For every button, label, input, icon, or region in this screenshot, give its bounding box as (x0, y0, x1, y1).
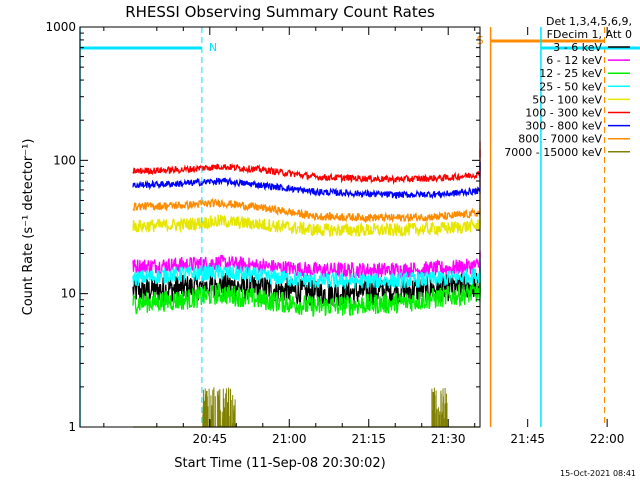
flag-n-label: N (209, 41, 217, 54)
legend-entry-label: 300 - 800 keV (525, 120, 602, 133)
series-line-2-segment-1 (132, 274, 481, 317)
series-line-3-segment-1 (132, 258, 481, 290)
axis-ticks: 20:45 21:00 21:15 21:30 21:45 22:00 1 10 100 1000 (45, 20, 624, 446)
x-tick-label: 21:15 (351, 432, 386, 446)
legend-header-line: FDecim 1, Att 0 (547, 28, 632, 41)
flag-markers: NS (79, 27, 640, 427)
series-line-5-segment-1 (132, 141, 481, 186)
legend-entry-label: 100 - 300 keV (525, 107, 602, 120)
x-tick-label: 21:00 (272, 432, 307, 446)
series-line-6-segment-1 (132, 161, 481, 200)
legend-entry-label: 25 - 50 keV (539, 80, 602, 93)
legend-entry-label: 12 - 25 keV (539, 67, 602, 80)
legend-entry-label: 6 - 12 keV (546, 54, 602, 67)
x-axis-label: Start Time (11-Sep-08 20:30:02) (174, 456, 385, 471)
legend-entry-label: 7000 - 15000 keV (504, 146, 602, 159)
legend: Det 1,3,4,5,6,9,FDecim 1, Att 03 - 6 keV… (504, 15, 632, 159)
x-tick-label: 21:30 (431, 432, 466, 446)
plot-lines (132, 141, 481, 428)
timestamp: 15-Oct-2021 08:41 (560, 469, 636, 478)
series-line-4-segment-1 (132, 214, 481, 238)
chart-title: RHESSI Observing Summary Count Rates (125, 3, 435, 21)
y-tick-label: 1000 (45, 20, 76, 34)
y-tick-label: 10 (61, 287, 76, 301)
x-tick-label: 20:45 (193, 432, 228, 446)
x-tick-label: 21:45 (510, 432, 545, 446)
series-line-7-segment-1 (132, 191, 481, 224)
y-tick-label: 1 (68, 420, 76, 434)
legend-entry-label: 50 - 100 keV (532, 93, 602, 106)
legend-header-line: Det 1,3,4,5,6,9, (546, 15, 632, 28)
y-tick-label: 100 (53, 153, 76, 167)
y-axis-label: Count Rate (s⁻¹ detector⁻¹) (21, 139, 36, 316)
legend-entry-label: 3 - 6 keV (553, 41, 602, 54)
x-tick-label: 22:00 (590, 432, 625, 446)
legend-entry-label: 800 - 7000 keV (518, 133, 602, 146)
plot-frame (79, 26, 481, 428)
